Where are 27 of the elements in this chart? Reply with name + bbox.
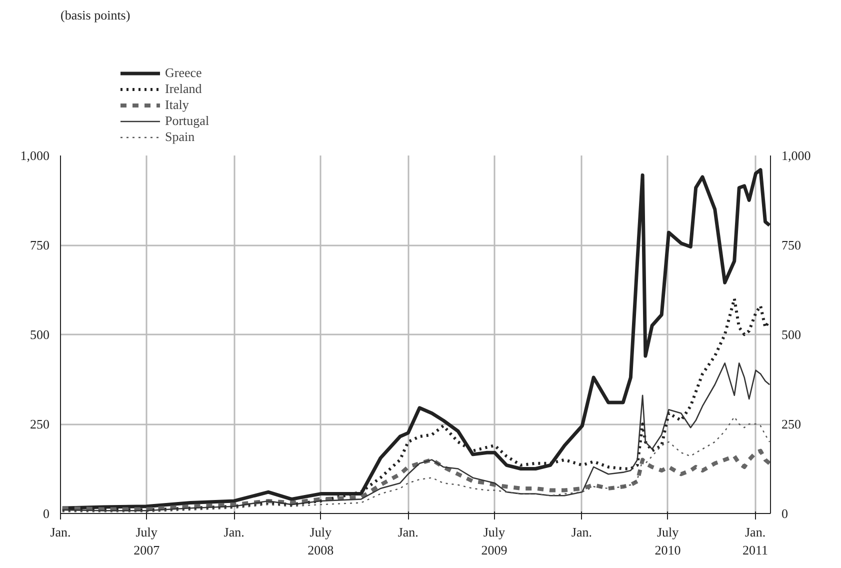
x-tick-label: Jan. 2011	[742, 524, 768, 558]
x-tick-label: Jan.	[398, 524, 418, 540]
y-tick-label: 0	[43, 506, 50, 521]
x-tick-label: Jan.	[224, 524, 244, 540]
legend-label: Portugal	[165, 113, 210, 129]
legend-label: Italy	[165, 97, 189, 113]
y-tick-label: 750	[30, 238, 50, 252]
x-tick-label: July 2007	[134, 524, 160, 558]
y-tick-label: 250	[30, 416, 50, 432]
line-series	[60, 448, 770, 512]
y-tick-label: 500	[30, 327, 50, 342]
y2-tick-label: 250	[782, 416, 801, 432]
legend-label: Greece	[165, 65, 202, 81]
x-tick-label: July 2010	[654, 524, 681, 558]
x-tick-label: July 2008	[308, 524, 334, 558]
x-tick-label: July 2009	[481, 524, 508, 558]
line-series	[62, 362, 770, 512]
y-tick-label: 1,000	[20, 148, 50, 163]
legend-label: Spain	[165, 129, 195, 145]
y2-tick-label: 1,000	[782, 148, 811, 163]
x-tick-label: Jan.	[50, 524, 71, 540]
y2-tick-label: 500	[782, 327, 801, 342]
legend-label: Ireland	[165, 81, 202, 97]
text: (basis points)	[60, 8, 130, 22]
y2-tick-label: 0	[782, 506, 788, 521]
x-tick-label: Jan.	[571, 524, 592, 540]
y2-tick-label: 750	[782, 238, 801, 252]
